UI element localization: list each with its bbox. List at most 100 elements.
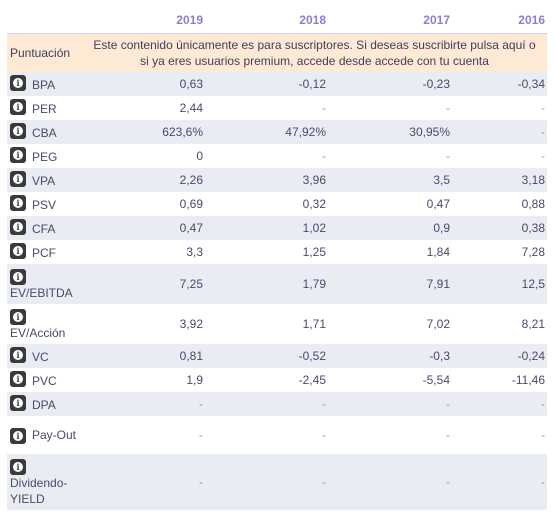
info-icon[interactable]: i	[10, 459, 26, 475]
info-icon[interactable]: i	[10, 347, 26, 364]
ratio-value-2017: 3,5	[328, 168, 452, 192]
info-icon[interactable]: i	[10, 219, 26, 236]
subscriber-notice-line1[interactable]: Este contenido únicamente es para suscri…	[93, 38, 536, 52]
subscriber-notice[interactable]: Este contenido únicamente es para suscri…	[82, 33, 547, 72]
ratio-value-2018: 1,71	[205, 304, 328, 344]
ratio-label-cell: i EV/Acción	[7, 304, 82, 344]
ratio-value: -2,45	[298, 373, 326, 387]
info-icon-glyph: i	[13, 174, 23, 185]
ratio-value-2019: -	[82, 416, 205, 454]
info-icon[interactable]: i	[10, 309, 26, 325]
info-icon[interactable]: i	[10, 371, 26, 388]
ratio-value-2018: 1,79	[205, 264, 328, 304]
ratio-value: -	[541, 149, 545, 163]
ratio-value-2016: 8,21	[452, 304, 547, 344]
ratio-value: -0,24	[517, 349, 545, 363]
info-icon-glyph: i	[13, 102, 23, 113]
ratio-label: PCF	[32, 245, 56, 260]
info-icon[interactable]: i	[10, 395, 26, 412]
info-icon[interactable]: i	[10, 99, 26, 116]
info-icon-glyph: i	[13, 246, 23, 257]
table-row: i EV/Acción 3,92 1,71 7,02 8,21	[7, 304, 547, 344]
ratio-value-2017: -5,54	[328, 368, 452, 392]
ratio-value: -	[446, 475, 450, 489]
ratio-value: -	[541, 125, 545, 139]
year-header-row: 2019 2018 2017 2016	[7, 7, 547, 34]
ratio-value-2017: -	[328, 454, 452, 510]
ratio-value: 3,92	[179, 317, 203, 331]
info-icon-glyph: i	[13, 431, 23, 441]
table-row: i EV/EBITDA 7,25 1,79 7,91 12,5	[7, 264, 547, 304]
ratio-value-2018: -	[205, 144, 328, 168]
ratio-value: 7,28	[521, 245, 545, 259]
ratio-label-cell: i Dividendo-YIELD	[7, 454, 82, 510]
ratio-value-2018: -0,12	[205, 72, 328, 96]
ratio-value-2017: -	[328, 144, 452, 168]
ratio-value: 2,44	[179, 101, 203, 115]
ratio-value-2019: 3,3	[82, 240, 205, 264]
ratio-value-2016: -	[452, 392, 547, 416]
ratio-value-2018: 1,25	[205, 240, 328, 264]
ratio-value-2018: -	[205, 392, 328, 416]
ratio-value: 1,02	[302, 221, 326, 235]
info-icon[interactable]: i	[10, 428, 26, 444]
ratio-value: 7,91	[426, 277, 450, 291]
ratio-value-2018: -	[205, 454, 328, 510]
info-icon-glyph: i	[13, 198, 23, 209]
ratio-label: PSV	[32, 197, 57, 212]
ratio-value: -5,54	[422, 373, 450, 387]
ratio-label: CBA	[32, 125, 57, 140]
ratio-label: VC	[32, 349, 49, 364]
ratio-value: 3,5	[433, 173, 450, 187]
ratio-value-2016: -	[452, 144, 547, 168]
info-icon[interactable]: i	[10, 147, 26, 164]
ratio-value-2016: 0,88	[452, 192, 547, 216]
info-icon[interactable]: i	[10, 123, 26, 140]
info-icon[interactable]: i	[10, 195, 26, 212]
info-icon[interactable]: i	[10, 171, 26, 188]
year-header: 2016	[452, 7, 547, 34]
table-row: i PEG 0 - - -	[7, 144, 547, 168]
table-row: i BPA 0,63 -0,12 -0,23 -0,34	[7, 72, 547, 96]
ratio-value: 7,25	[179, 277, 203, 291]
ratio-label-cell: i PSV	[7, 192, 82, 216]
ratio-label-cell: i Pay-Out	[7, 416, 82, 454]
ratio-value: 2,26	[179, 173, 203, 187]
ratio-value-2017: 7,91	[328, 264, 452, 304]
ratio-label-cell: i VPA	[7, 168, 82, 192]
info-icon-glyph: i	[13, 126, 23, 137]
subscriber-notice-row: Puntuación Este contenido únicamente es …	[7, 33, 547, 72]
ratio-value: 1,25	[302, 245, 326, 259]
info-icon[interactable]: i	[10, 243, 26, 260]
ratio-value-2016: -0,34	[452, 72, 547, 96]
ratio-value: -0,12	[298, 77, 326, 91]
ratio-value: -	[199, 475, 203, 489]
ratio-value: 0	[196, 149, 203, 163]
ratio-value-2018: 1,02	[205, 216, 328, 240]
ratio-value: 0,88	[521, 197, 545, 211]
table-row: i PCF 3,3 1,25 1,84 7,28	[7, 240, 547, 264]
ratio-value-2017: 30,95%	[328, 120, 452, 144]
info-icon[interactable]: i	[10, 269, 26, 285]
ratio-value-2016: -	[452, 120, 547, 144]
ratio-label: PVC	[32, 373, 57, 388]
info-icon-glyph: i	[13, 350, 23, 361]
ratios-table: 2019 2018 2017 2016 Puntuación Este cont…	[7, 7, 547, 510]
ratio-value: -	[541, 428, 545, 442]
ratio-label-cell: i VC	[7, 344, 82, 368]
table-row: i VC 0,81 -0,52 -0,3 -0,24	[7, 344, 547, 368]
ratio-label: EV/Acción	[10, 326, 66, 340]
ratio-value: -	[446, 428, 450, 442]
info-icon-glyph: i	[13, 462, 23, 472]
ratio-value: 0,81	[179, 349, 203, 363]
ratio-value-2016: -0,24	[452, 344, 547, 368]
ratio-value-2016: -	[452, 416, 547, 454]
ratio-value: 1,71	[302, 317, 326, 331]
ratio-value: 0,69	[179, 197, 203, 211]
ratio-value: -	[446, 149, 450, 163]
info-icon[interactable]: i	[10, 75, 26, 92]
ratio-value: 0,47	[179, 221, 203, 235]
ratio-value: -	[322, 428, 326, 442]
subscriber-notice-line2[interactable]: si ya eres usuarios premium, accede desd…	[140, 54, 489, 68]
ratio-value-2017: -0,3	[328, 344, 452, 368]
